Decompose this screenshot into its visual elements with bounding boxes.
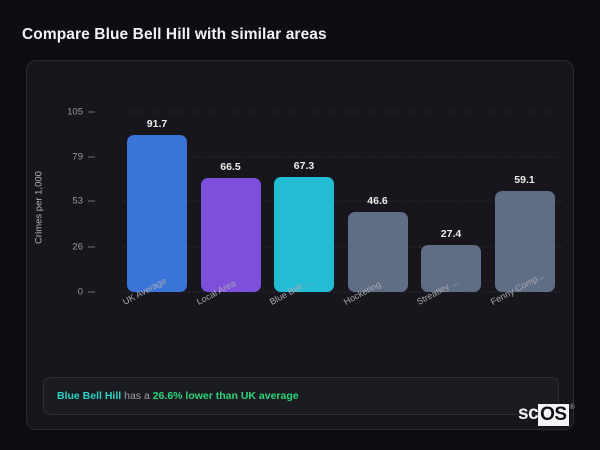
bar-value-label: 59.1 bbox=[514, 173, 535, 186]
registered-trademark-icon: ® bbox=[569, 404, 575, 411]
bar[interactable] bbox=[200, 178, 261, 292]
comparison-summary-box: Blue Bell Hill has a 26.6% lower than UK… bbox=[43, 377, 559, 415]
y-axis-tick bbox=[88, 111, 95, 113]
bar-value-label: 46.6 bbox=[367, 195, 388, 208]
y-axis-label: 26 bbox=[72, 241, 83, 253]
bar-value-label: 67.3 bbox=[293, 159, 315, 172]
gridline bbox=[122, 246, 562, 248]
page-title: Compare Blue Bell Hill with similar area… bbox=[22, 26, 327, 43]
bar-value-label: 27.4 bbox=[440, 228, 462, 241]
gridline bbox=[122, 200, 562, 202]
bar[interactable] bbox=[494, 190, 555, 292]
y-axis-tick bbox=[88, 246, 95, 248]
watermark-highlight: OS bbox=[538, 404, 569, 426]
bar-value-label: 91.7 bbox=[146, 117, 168, 130]
gridline bbox=[122, 111, 562, 113]
bar[interactable] bbox=[127, 134, 187, 292]
summary-area-name: Blue Bell Hill bbox=[57, 390, 122, 402]
y-axis-tick bbox=[88, 156, 95, 158]
summary-middle-text: has a bbox=[121, 390, 153, 402]
y-axis-label: 79 bbox=[72, 151, 83, 163]
gridline bbox=[122, 291, 562, 293]
bar[interactable] bbox=[347, 212, 408, 292]
y-axis-label: 0 bbox=[77, 286, 83, 298]
bar[interactable] bbox=[274, 176, 334, 292]
bar[interactable] bbox=[421, 245, 481, 292]
y-axis-label: 53 bbox=[72, 195, 83, 207]
summary-comparison-text: 26.6% lower than UK average bbox=[152, 390, 299, 402]
gridline bbox=[122, 156, 562, 158]
comparison-summary-text: Blue Bell Hill has a 26.6% lower than UK… bbox=[57, 390, 299, 402]
watermark-prefix: sc bbox=[518, 403, 539, 424]
y-axis-tick bbox=[88, 200, 95, 202]
y-axis-tick bbox=[88, 291, 95, 293]
scos-watermark-logo: sc OS ® bbox=[518, 403, 575, 426]
bar-value-label: 66.5 bbox=[220, 161, 241, 173]
chart-card: Crimes per 1,000 0 26 53 79 105 91.7 66.5 67.3… bbox=[26, 60, 574, 430]
y-axis-label: 105 bbox=[67, 106, 83, 118]
bar-chart-plot: Crimes per 1,000 0 26 53 79 105 91.7 66.5 67.3… bbox=[27, 61, 575, 361]
